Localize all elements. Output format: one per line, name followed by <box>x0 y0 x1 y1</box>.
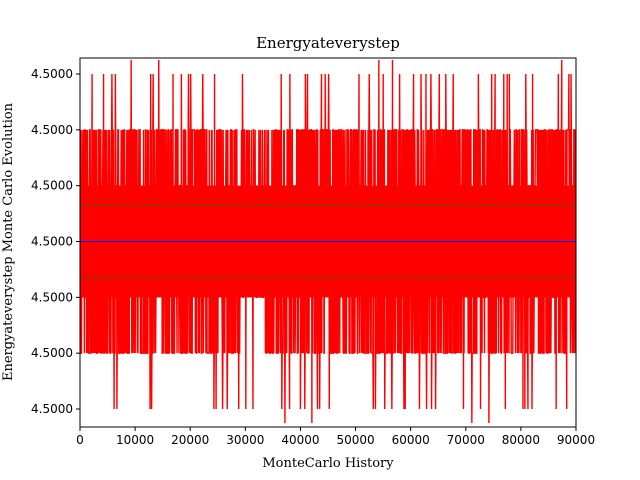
y-tick-label: 4.5000 <box>31 290 73 304</box>
plot-frame <box>79 57 577 428</box>
y-tick-label: 4.5000 <box>31 402 73 416</box>
x-tick-label: 90000 <box>557 433 595 447</box>
x-tick-label: 0 <box>76 433 84 447</box>
x-tick-label: 30000 <box>226 433 264 447</box>
y-axis-label: Energyateverystep Monte Carlo Evolution <box>1 102 16 381</box>
chart-title: Energyateverystep <box>256 34 400 52</box>
x-tick-label: 80000 <box>502 433 540 447</box>
x-tick-label: 50000 <box>336 433 374 447</box>
y-axis: 4.5000 4.5000 4.5000 4.5000 4.5000 4.5000 4.50… <box>31 67 80 416</box>
y-tick-label: 4.5000 <box>31 123 73 137</box>
y-tick-label: 4.5000 <box>31 67 73 81</box>
y-tick-label: 4.5000 <box>31 235 73 249</box>
y-tick-label: 4.5000 <box>31 346 73 360</box>
x-tick-label: 10000 <box>116 433 154 447</box>
x-tick-label: 70000 <box>447 433 485 447</box>
x-tick-label: 60000 <box>392 433 430 447</box>
x-tick-label: 40000 <box>281 433 319 447</box>
y-tick-label: 4.5000 <box>31 179 73 193</box>
x-tick-label: 20000 <box>171 433 209 447</box>
x-axis: 0 10000 20000 30000 40000 50000 60000 70000 8000… <box>76 427 595 447</box>
x-axis-label: MonteCarlo History <box>262 456 394 471</box>
data-layer <box>80 60 576 423</box>
